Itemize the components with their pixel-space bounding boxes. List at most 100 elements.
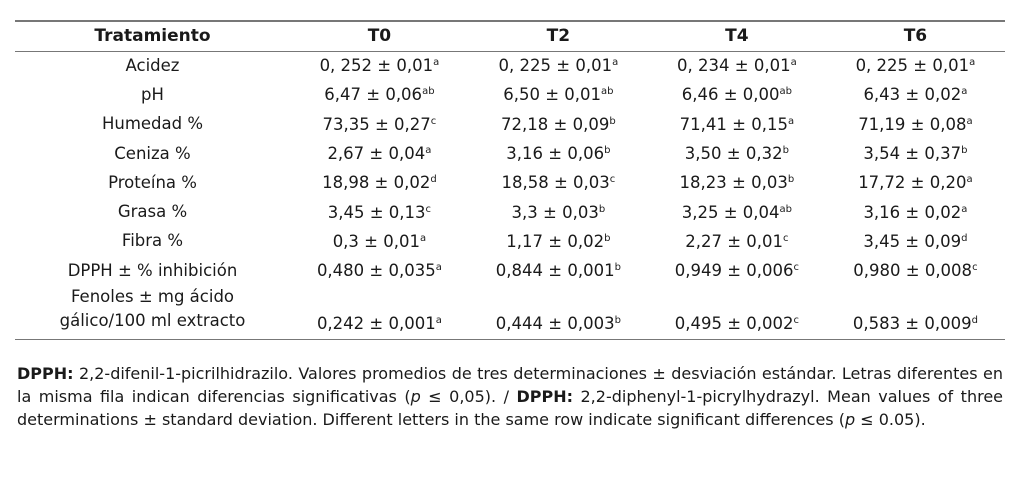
value-cell: 18,23 ± 0,03b [648,168,826,197]
mean-sd: 3,54 ± 0,37 [863,144,962,164]
value-cell: 0,844 ± 0,001b [469,256,648,285]
row-label-line: gálico/100 ml extracto [59,311,246,331]
value-cell: 6,43 ± 0,02a [826,80,1005,109]
significance-letter: a [969,57,976,69]
significance-letter: ab [601,86,614,98]
row-label: Humedad % [101,114,204,134]
significance-letter: b [614,262,621,274]
significance-letter: c [430,115,437,127]
mean-sd: 18,98 ± 0,02 [322,173,431,193]
value-cell: 73,35 ± 0,27c [290,110,469,139]
significance-letter: c [425,203,432,215]
significance-letter: a [419,232,427,244]
significance-letter: b [961,145,968,157]
row-label-line: Fenoles ± mg ácido [70,287,235,307]
table-row: Fibra % 0,3 ± 0,01a 1,17 ± 0,02b 2,27 ± 0,0… [15,227,1005,256]
value-cell: 3,25 ± 0,04ab [648,197,826,226]
mean-sd: 0, 234 ± 0,01 [677,56,791,76]
significance-letter: d [961,232,968,244]
mean-sd: 73,35 ± 0,27 [322,114,431,134]
mean-sd: 3,16 ± 0,02 [863,202,962,222]
mean-sd: 6,46 ± 0,00 [681,85,780,105]
value-cell: 0, 252 ± 0,01a [290,51,469,80]
footnote-text: 2,2-diphenyl-1-picrylhydrazyl. Mean valu… [17,387,1004,429]
value-cell: 3,45 ± 0,13c [290,197,469,226]
mean-sd: 2,27 ± 0,01 [685,231,784,251]
value-cell: 6,50 ± 0,01ab [469,80,648,109]
value-cell: 17,72 ± 0,20a [826,168,1005,197]
table-row: Ceniza % 2,67 ± 0,04a 3,16 ± 0,06b 3,50 ± 0… [15,139,1005,168]
significance-letter: d [971,315,978,327]
significance-letter: c [783,232,789,244]
value-cell: 0, 225 ± 0,01a [469,51,648,80]
column-header: T4 [725,26,749,47]
value-cell: 3,50 ± 0,32b [648,139,826,168]
mean-sd: 2,67 ± 0,04 [327,144,426,164]
value-cell: 3,45 ± 0,09d [826,227,1005,256]
mean-sd: 6,43 ± 0,02 [863,85,962,105]
value-cell: 3,16 ± 0,06b [469,139,648,168]
table-row: Grasa % 3,45 ± 0,13c 3,3 ± 0,03b 3,25 ± 0,0… [15,197,1005,226]
table-footnote: DPPH: 2,2-difenil-1-picrilhidrazilo. Val… [17,362,1003,431]
mean-sd: 0,495 ± 0,002 [674,314,794,334]
significance-letter: a [435,315,442,327]
value-cell: 0,583 ± 0,009d [826,285,1005,340]
column-header: T6 [903,26,928,47]
significance-letter: b [604,145,611,157]
mean-sd: 71,19 ± 0,08 [858,114,967,134]
value-cell: 0,949 ± 0,006c [648,256,826,285]
column-header: T0 [367,26,392,47]
mean-sd: 72,18 ± 0,09 [501,114,610,134]
mean-sd: 0,583 ± 0,009 [852,314,972,334]
row-label: DPPH ± % inhibición [67,260,238,280]
value-cell: 0, 225 ± 0,01a [826,51,1005,80]
value-cell: 0, 234 ± 0,01a [648,51,826,80]
footnote-text: 2,2-difenil-1-picrilhidrazilo. Valores p… [17,364,1003,406]
value-cell: 0,242 ± 0,001a [290,285,469,340]
value-cell: 6,46 ± 0,00ab [648,80,826,109]
header-row: Tratamiento T0 T2 T4 T6 [15,21,1005,51]
significance-letter: a [961,86,968,98]
row-label: Fenoles ± mg ácido gálico/100 ml extracto [15,285,290,340]
value-cell: 18,58 ± 0,03c [469,168,648,197]
value-cell: 3,3 ± 0,03b [469,197,648,226]
table-row: Humedad % 73,35 ± 0,27c 72,18 ± 0,09b 71,41… [15,110,1005,139]
table-row: DPPH ± % inhibición 0,480 ± 0,035a 0,844 ±… [15,256,1005,285]
mean-sd: 0,444 ± 0,003 [495,314,615,334]
value-cell: 0,444 ± 0,003b [469,285,648,340]
mean-sd: 3,45 ± 0,13 [327,202,426,222]
significance-letter: ab [779,203,793,215]
mean-sd: 18,23 ± 0,03 [679,173,788,193]
mean-sd: 3,45 ± 0,09 [863,231,962,251]
composition-table: Tratamiento T0 T2 T4 T6 Acidez 0, 252 ± 0,01a… [15,20,1005,340]
mean-sd: 0, 252 ± 0,01 [319,56,434,76]
mean-sd: 0,242 ± 0,001 [316,314,436,334]
significance-letter: a [435,262,442,274]
significance-letter: a [612,57,619,69]
footnote-text: ≤ 0.05). [855,410,926,429]
value-cell: 0,3 ± 0,01a [290,227,469,256]
mean-sd: 6,50 ± 0,01 [503,85,602,105]
mean-sd: 0, 225 ± 0,01 [498,56,613,76]
significance-letter: c [609,174,616,186]
mean-sd: 3,16 ± 0,06 [506,144,605,164]
column-header: Tratamiento [94,26,211,47]
significance-letter: a [787,115,795,127]
footnote-text: ≤ 0,05). / [420,387,517,406]
value-cell: 71,19 ± 0,08a [826,110,1005,139]
significance-letter: a [966,115,973,127]
value-cell: 6,47 ± 0,06ab [290,80,469,109]
value-cell: 2,67 ± 0,04a [290,139,469,168]
value-cell: 72,18 ± 0,09b [469,110,648,139]
value-cell: 1,17 ± 0,02b [469,227,648,256]
significance-letter: a [790,57,797,69]
significance-letter: b [614,315,621,327]
row-label: Acidez [125,55,180,75]
mean-sd: 3,25 ± 0,04 [681,202,780,222]
significance-letter: b [604,232,611,244]
value-cell: 3,54 ± 0,37b [826,139,1005,168]
mean-sd: 0, 225 ± 0,01 [855,56,970,76]
value-cell: 3,16 ± 0,02a [826,197,1005,226]
mean-sd: 0,480 ± 0,035 [316,261,436,281]
mean-sd: 0,844 ± 0,001 [495,261,615,281]
